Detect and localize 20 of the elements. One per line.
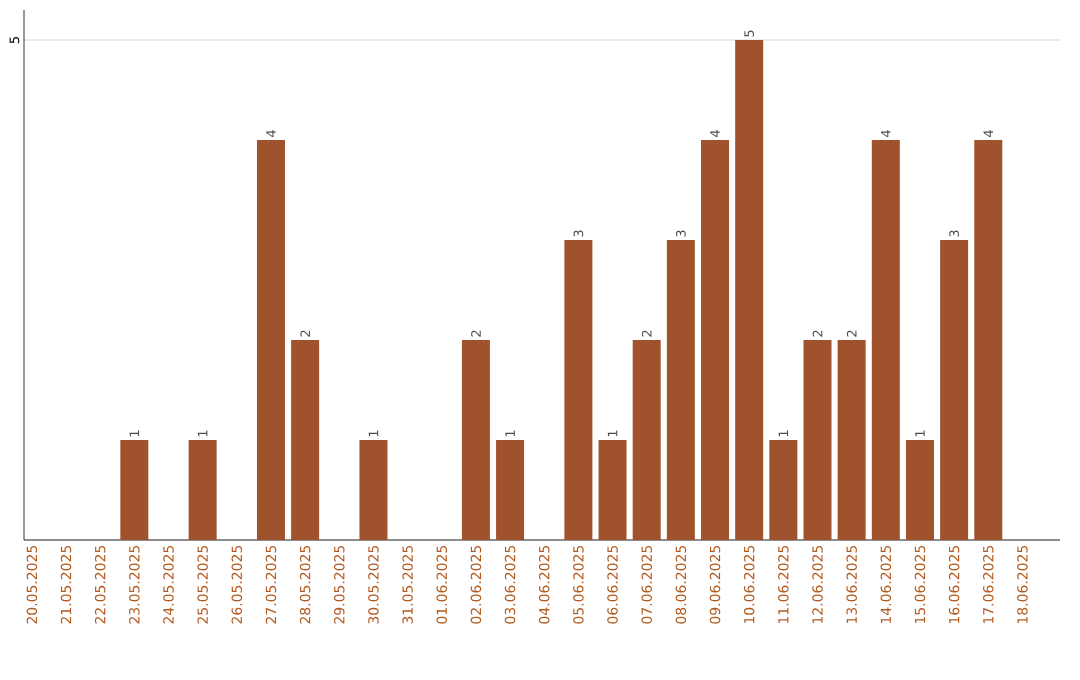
bar <box>120 440 149 540</box>
bar <box>871 140 900 540</box>
bar <box>803 340 832 540</box>
bar <box>905 440 934 540</box>
bar <box>974 140 1003 540</box>
bar <box>769 440 798 540</box>
bar <box>735 40 764 540</box>
bar <box>496 440 525 540</box>
bar <box>256 140 285 540</box>
bar <box>291 340 320 540</box>
bar <box>359 440 388 540</box>
bar <box>188 440 217 540</box>
bar <box>666 240 695 540</box>
bar <box>564 240 593 540</box>
bar <box>632 340 661 540</box>
bar <box>598 440 627 540</box>
bar <box>940 240 969 540</box>
bar <box>837 340 866 540</box>
bar <box>701 140 730 540</box>
bar <box>461 340 490 540</box>
